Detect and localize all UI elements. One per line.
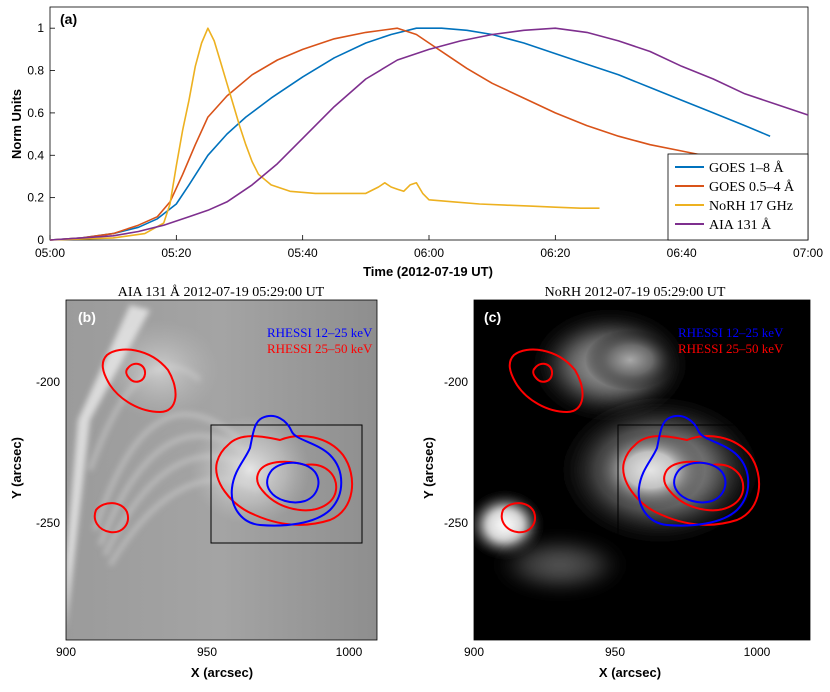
panel-c-y-tick-200: -200 <box>444 375 468 389</box>
panel-c-x-tick-950: 950 <box>605 645 625 659</box>
panel-c-x-axis-label: X (arcsec) <box>599 665 661 680</box>
series-line-goes-0-5-4- <box>49 27 771 241</box>
panel-c-legend-red: RHESSI 25–50 keV <box>678 341 784 356</box>
red-contour-main-outer <box>622 435 761 526</box>
panel-a-y-tick-label: 0 <box>37 233 44 247</box>
panel-b-red-contours <box>93 348 354 534</box>
panel-a-y-tick-label: 0.4 <box>27 148 44 162</box>
legend-label-goes-0.5-4: GOES 0.5–4 Å <box>709 179 795 195</box>
panel-a-label: (a) <box>60 11 77 27</box>
panel-b: AIA 131 Å 2012-07-19 05:29:00 UT (b) RHE… <box>9 284 378 680</box>
series-line-aia-131- <box>49 27 809 241</box>
panel-a-x-tick-label: 05:20 <box>161 246 191 260</box>
legend-box <box>667 153 809 241</box>
panel-a-y-tick-label: 0.8 <box>27 64 44 78</box>
panel-a-y-ticks: 0 0.2 0.4 0.6 0.8 1 <box>27 21 55 247</box>
legend-label-goes-1-8: GOES 1–8 Å <box>709 160 785 176</box>
panel-c-legend-blue: RHESSI 12–25 keV <box>678 325 784 340</box>
panel-c-axes-box <box>473 299 811 641</box>
panel-b-legend-red: RHESSI 25–50 keV <box>267 341 373 356</box>
norh-blob-bottom <box>490 535 630 595</box>
panel-a-legend: GOES 1–8 Å GOES 0.5–4 Å NoRH 17 GHz AIA … <box>667 153 809 241</box>
panel-a-x-tick-label: 07:00 <box>793 246 823 260</box>
red-contour-left <box>93 502 129 534</box>
panel-b-x-tick-950: 950 <box>197 645 217 659</box>
panel-a-x-tick-label: 06:20 <box>540 246 570 260</box>
panel-a-y-axis-label: Norm Units <box>9 89 24 159</box>
red-contour-top-outer <box>101 348 177 414</box>
panel-b-y-tick-250: -250 <box>36 516 60 530</box>
panel-a-x-axis-label: Time (2012-07-19 UT) <box>363 264 493 279</box>
red-contour-left <box>500 502 536 534</box>
legend-label-norh: NoRH 17 GHz <box>709 199 793 214</box>
panel-b-legend-blue: RHESSI 12–25 keV <box>267 325 373 340</box>
norh-blob-upper-bright <box>585 330 675 390</box>
panel-b-x-tick-1000: 1000 <box>336 645 363 659</box>
panel-a-x-tick-label: 05:00 <box>35 246 65 260</box>
red-contour-main-outer <box>215 435 354 526</box>
panel-b-zoom-box <box>210 424 363 544</box>
blue-contour-inner <box>673 461 727 504</box>
panel-a-y-tick-label: 1 <box>37 21 44 35</box>
panel-a: (a) 00.20.40.60.81 05:00 05:20 05:40 06:00 0… <box>9 6 823 279</box>
panel-b-y-tick-200: -200 <box>36 375 60 389</box>
panel-b-y-axis-label: Y (arcsec) <box>9 437 24 499</box>
panel-a-y-tick-label: 0.6 <box>27 106 44 120</box>
panel-b-axes-box <box>65 299 378 641</box>
panel-c-red-contours <box>500 348 761 534</box>
panel-a-x-ticks: 05:00 05:20 05:40 06:00 06:20 06:40 07:00 <box>35 235 823 260</box>
aia-bright-core <box>190 415 310 525</box>
panel-c-title: NoRH 2012-07-19 05:29:00 UT <box>545 285 726 300</box>
panel-a-series <box>49 27 809 241</box>
norh-image <box>474 300 810 640</box>
panel-b-x-tick-900: 900 <box>56 645 76 659</box>
panel-c-y-axis-label: Y (arcsec) <box>421 437 436 499</box>
panel-a-x-tick-label: 05:40 <box>288 246 318 260</box>
norh-blob-main-core <box>595 430 705 510</box>
panel-a-x-tick-label: 06:40 <box>667 246 697 260</box>
series-line-norh-17-ghz <box>49 27 600 241</box>
blue-contour-inner <box>266 461 320 504</box>
blue-contour-outer <box>637 414 750 527</box>
panel-a-x-tick-label: 06:00 <box>414 246 444 260</box>
aia-limb-streak <box>66 305 150 630</box>
panel-c: NoRH 2012-07-19 05:29:00 UT (c) RHESSI 1… <box>421 285 811 680</box>
panel-b-x-axis-label: X (arcsec) <box>191 665 253 680</box>
red-contour-top-inner <box>532 362 554 383</box>
red-contour-top-outer <box>508 348 584 414</box>
panel-a-y-tick-label: 0.2 <box>27 191 44 205</box>
red-contour-top-inner <box>125 362 147 383</box>
panel-c-x-tick-1000: 1000 <box>744 645 771 659</box>
panel-c-y-tick-250: -250 <box>444 516 468 530</box>
panel-b-label: (b) <box>78 309 96 325</box>
aia-image <box>66 300 377 640</box>
panel-b-title: AIA 131 Å 2012-07-19 05:29:00 UT <box>118 284 325 300</box>
panel-c-blue-contours <box>637 414 750 527</box>
blue-contour-outer <box>230 414 343 527</box>
panel-b-blue-contours <box>230 414 343 527</box>
panel-c-label: (c) <box>484 309 501 325</box>
panel-c-zoom-box <box>617 424 770 544</box>
legend-label-aia-131: AIA 131 Å <box>709 217 772 233</box>
panel-c-x-tick-900: 900 <box>464 645 484 659</box>
